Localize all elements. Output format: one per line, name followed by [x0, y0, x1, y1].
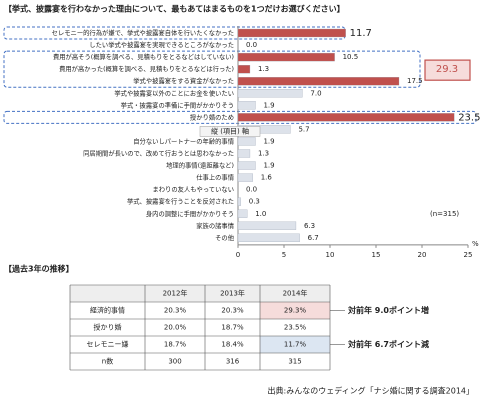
- table-cell: 29.3%: [284, 307, 307, 315]
- table-cell: 11.7%: [284, 341, 307, 349]
- category-label: 家族の諸事情: [196, 221, 234, 230]
- category-label: 授かり婚のため: [190, 112, 234, 121]
- table-cell: 316: [226, 358, 240, 366]
- value-label: 6.3: [304, 222, 315, 230]
- group-total: 29.3: [436, 64, 458, 75]
- table-cell: 23.5%: [284, 324, 307, 332]
- category-label: 同居期間が長いので、改めて行おうとは思わなかった: [83, 149, 234, 158]
- category-label: 挙式・披露宴の準備に手間がかかりそう: [121, 100, 234, 109]
- bar: [237, 221, 297, 230]
- callout: 対前年 6.7ポイント減: [347, 339, 429, 349]
- bar: [237, 89, 303, 98]
- x-tick-label: 25: [464, 251, 473, 259]
- table-cell: 300: [168, 358, 181, 366]
- table-cell: 18.7%: [221, 324, 244, 332]
- table-header: 2012年: [163, 289, 188, 298]
- value-label: 7.0: [310, 89, 321, 97]
- category-label: 身内の調整に手間がかかりそう: [146, 209, 234, 218]
- cell-bg: [260, 336, 330, 353]
- table-cell: 授かり婚: [94, 323, 122, 332]
- value-label: 10.5: [343, 53, 359, 61]
- bar: [237, 28, 346, 38]
- category-label: 自分ないしパートナーの年齢的事情: [133, 136, 234, 145]
- value-label: 23.5: [458, 112, 480, 123]
- category-label: その他: [215, 233, 235, 242]
- category-label: 費用が高かった(概算を調べる、見積もりをとるなどは行った): [59, 64, 234, 73]
- cell-bg: [260, 302, 330, 319]
- value-label: 11.7: [350, 28, 372, 39]
- source: 出典:みんなのウェディング「ナシ婚に関する調査2014」: [268, 386, 475, 396]
- bar: [237, 233, 300, 243]
- x-tick-label: 5: [282, 251, 286, 259]
- bar: [237, 209, 248, 218]
- value-label: 17.5: [407, 77, 423, 85]
- bar: [237, 197, 241, 206]
- value-label: 1.0: [255, 210, 266, 218]
- category-label: セレモニー的行為が嫌で、挙式や披露宴自体を行いたくなかった: [52, 28, 234, 37]
- bar: [237, 161, 256, 170]
- value-label: 1.9: [263, 162, 274, 170]
- x-unit: %: [472, 240, 479, 248]
- category-label: 地理的事情(遠距離など): [166, 161, 234, 170]
- value-label: 5.7: [298, 125, 309, 133]
- bar: [237, 65, 251, 74]
- category-label: したい挙式や披露宴を実現できるところがなかった: [89, 40, 234, 49]
- value-label: 1.3: [258, 65, 269, 73]
- annotation: (n=315): [430, 210, 459, 218]
- bar: [237, 149, 251, 158]
- category-label: 挙式や披露宴以外のことにお金を使いたい: [114, 88, 234, 97]
- x-tick-label: 15: [372, 251, 381, 259]
- x-tick-label: 20: [418, 251, 427, 259]
- table-title: 【過去3年の推移】: [4, 264, 74, 274]
- bar: [237, 113, 455, 122]
- category-label: まわりの友人もやっていない: [152, 185, 234, 194]
- bar: [237, 173, 253, 182]
- value-label: 0.0: [246, 41, 257, 49]
- category-label: 費用が高そう(概算を調べる、見積もりをとるなどはしていない): [53, 52, 234, 61]
- bar: [237, 52, 335, 62]
- bar: [237, 101, 256, 110]
- table-cell: 20.3%: [221, 307, 244, 315]
- value-label: 1.3: [258, 150, 269, 158]
- tooltip-box: [199, 126, 261, 137]
- table-cell: 経済的事情: [90, 306, 125, 315]
- table-cell: 18.4%: [221, 341, 244, 349]
- table-cell: 315: [288, 358, 301, 366]
- table-header-bg: [70, 285, 330, 302]
- value-label: 0.0: [246, 186, 257, 194]
- category-label: 仕事上の事情: [196, 173, 234, 182]
- x-tick-label: 10: [326, 251, 335, 259]
- table-cell: 20.3%: [164, 307, 187, 315]
- tooltip: 縦 (項目) 軸: [211, 126, 249, 135]
- table-header: 2014年: [283, 289, 308, 298]
- table-cell: セレモニー嫌: [87, 340, 129, 349]
- value-label: 6.7: [308, 234, 319, 242]
- table-cell: 18.7%: [164, 341, 187, 349]
- category-label: 挙式、披露宴を行うことを反対された: [127, 197, 234, 206]
- value-label: 1.9: [263, 137, 274, 145]
- table-header: 2013年: [220, 289, 245, 298]
- bar: [237, 77, 400, 86]
- group-total-box: [424, 59, 471, 81]
- bar: [237, 137, 256, 146]
- x-tick-label: 0: [236, 251, 240, 259]
- highlight-box: [3, 50, 421, 88]
- value-label: 1.9: [263, 101, 274, 109]
- callout: 対前年 9.0ポイント増: [347, 305, 429, 315]
- value-label: 0.3: [249, 198, 260, 206]
- chart-title: 【挙式、披露宴を行わなかった理由について、最もあてはまるものを1つだけお選びくだ…: [4, 4, 345, 14]
- value-label: 1.6: [261, 174, 273, 182]
- highlight-box: [3, 110, 477, 124]
- table-cell: n数: [102, 357, 113, 366]
- category-label: 挙式や披露宴をする資金がなかった: [133, 76, 234, 85]
- table-cell: 20.0%: [164, 324, 187, 332]
